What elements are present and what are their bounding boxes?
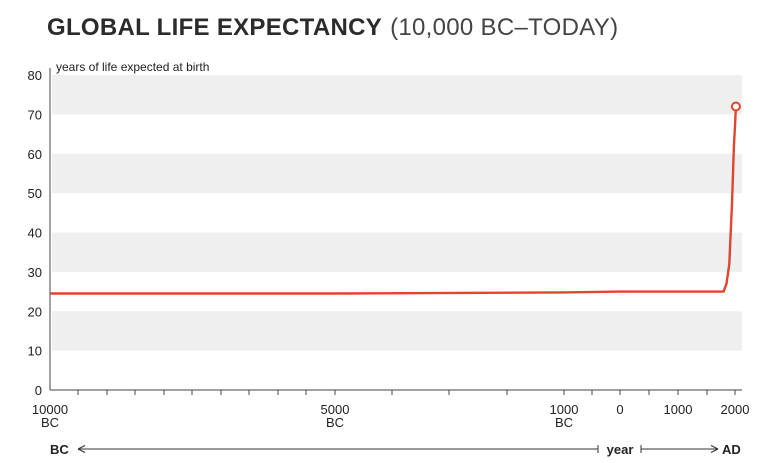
series-end-marker (730, 101, 741, 112)
era-arrowhead-right (710, 445, 719, 453)
x-tick-label: 0 (616, 402, 623, 417)
era-label-ad: AD (722, 442, 741, 457)
x-tick-label: 2000 (721, 402, 750, 417)
chart-title-main: GLOBAL LIFE EXPECTANCY (47, 14, 383, 41)
era-axis: BC year AD (50, 442, 741, 457)
axes (49, 68, 742, 391)
y-tick-label: 60 (28, 147, 42, 162)
grid-band (52, 75, 742, 115)
x-tick-label: 1000 (664, 402, 693, 417)
era-arrowhead-left (77, 445, 86, 453)
y-tick-label: 50 (28, 186, 42, 201)
y-tick-label: 30 (28, 265, 42, 280)
y-axis-ticks: 0 10 20 30 40 50 60 70 80 (28, 68, 42, 398)
x-tick-sublabel: BC (41, 415, 59, 430)
y-axis-label: years of life expected at birth (56, 60, 209, 74)
x-tick-label: 1000 (550, 402, 579, 417)
x-tick-label: 5000 (321, 402, 350, 417)
y-tick-label: 80 (28, 68, 42, 83)
grid-bands (52, 75, 742, 351)
y-tick-label: 40 (28, 226, 42, 241)
chart-title-sub: (10,000 BC–TODAY) (390, 14, 619, 41)
era-label-bc: BC (50, 442, 69, 457)
series-line (50, 106, 738, 295)
grid-band (52, 232, 742, 272)
x-tick-label: 10000 (32, 402, 68, 417)
x-tick-sublabel: BC (326, 415, 344, 430)
y-tick-label: 70 (28, 107, 42, 122)
y-tick-label: 20 (28, 304, 42, 319)
chart-title: GLOBAL LIFE EXPECTANCY (10,000 BC–TODAY) (47, 14, 618, 42)
series-group (50, 101, 741, 295)
y-tick-label: 0 (35, 383, 42, 398)
x-tick-sublabel: BC (555, 415, 573, 430)
grid-band (52, 311, 742, 351)
grid-band (52, 153, 742, 194)
y-tick-label: 10 (28, 344, 42, 359)
era-label-year: year (607, 442, 634, 457)
